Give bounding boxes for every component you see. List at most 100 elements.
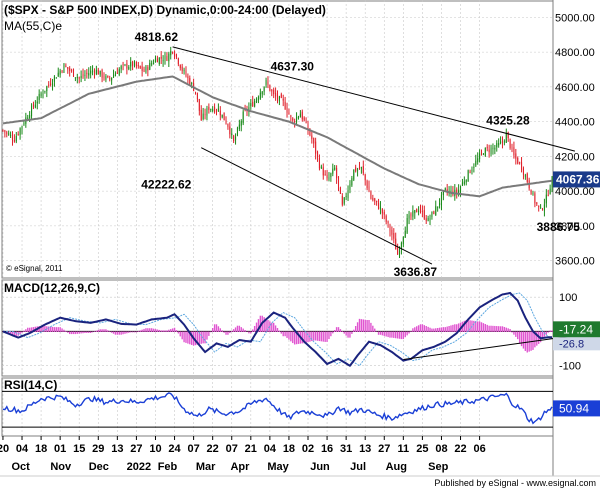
macd-histogram-bar (436, 328, 439, 332)
candle-body (214, 107, 216, 113)
date-tick-label: 13 (111, 443, 123, 455)
macd-histogram-bar (404, 331, 406, 338)
candle-body (170, 51, 172, 56)
candle-body (509, 139, 511, 149)
macd-histogram-bar (156, 329, 159, 332)
candle-body (59, 70, 61, 75)
macd-histogram-bar (476, 321, 479, 332)
candle-body (358, 167, 361, 170)
candle-body (44, 90, 46, 92)
candle-body (534, 193, 536, 204)
macd-histogram-bar (99, 329, 101, 332)
candle-body (63, 64, 65, 73)
price-annotation: 4818.62 (135, 30, 179, 44)
candle-body (61, 71, 63, 73)
candle-body (391, 229, 393, 235)
macd-histogram-bar (93, 331, 96, 332)
macd-histogram-bar (311, 331, 313, 342)
candle-body (427, 217, 429, 221)
date-tick-label: 08 (435, 443, 447, 455)
macd-histogram-bar (536, 331, 538, 346)
macd-histogram-bar (202, 331, 204, 344)
macd-histogram-bar (231, 330, 233, 332)
macd-histogram-bar (345, 331, 347, 336)
candle-body (296, 116, 298, 123)
candle-body (111, 77, 113, 81)
macd-histogram-bar (385, 331, 387, 337)
macd-histogram-bar (219, 328, 222, 332)
candle-body (397, 247, 399, 255)
candle-body (11, 136, 14, 140)
date-tick-label: 29 (92, 443, 104, 455)
candle-body (400, 242, 402, 249)
candle-body (116, 72, 118, 74)
candle-body (351, 178, 353, 186)
macd-histogram-bar (372, 325, 374, 332)
candle-body (109, 78, 111, 80)
candle-body (179, 64, 181, 69)
macd-histogram-bar (337, 327, 340, 332)
macd-histogram-bar (84, 331, 86, 333)
macd-histogram-bar (120, 331, 122, 335)
macd-histogram-bar (263, 317, 265, 332)
candle-body (215, 110, 218, 112)
candle-body (507, 131, 509, 138)
candle-body (355, 167, 357, 172)
candle-body (166, 56, 168, 61)
candle-body (19, 128, 21, 136)
month-label: Mar (196, 461, 216, 473)
macd-histogram-bar (244, 330, 246, 332)
macd-histogram-bar (272, 322, 275, 332)
candle-body (339, 187, 341, 194)
month-label: Jun (310, 461, 330, 473)
candle-body (122, 64, 124, 66)
macd-histogram-bar (406, 331, 408, 336)
macd-histogram-bar (274, 325, 277, 332)
candle-body (92, 70, 94, 72)
macd-histogram-bar (49, 326, 52, 332)
candle-body (526, 173, 528, 182)
macd-histogram-bar (444, 327, 446, 332)
candle-body (185, 70, 187, 76)
candle-body (46, 86, 48, 92)
candle-body (74, 77, 76, 79)
macd-panel[interactable] (2, 280, 575, 376)
month-label: Nov (50, 461, 72, 473)
macd-histogram-bar (486, 324, 488, 332)
candle-body (27, 117, 29, 119)
candle-body (221, 114, 223, 118)
candle-body (189, 78, 191, 85)
macd-histogram-bar (456, 324, 458, 332)
macd-histogram-bar (497, 326, 500, 332)
macd-histogram-bar (288, 331, 290, 340)
candle-body (469, 171, 471, 173)
candle-body (313, 138, 315, 144)
macd-histogram-bar (164, 330, 166, 332)
candle-body (490, 147, 492, 155)
price-tick-label: 4800.00 (555, 47, 595, 59)
candle-body (139, 65, 141, 69)
candle-body (256, 98, 258, 103)
rsi-panel[interactable] (2, 378, 553, 436)
price-panel[interactable]: 4818.62 4637.30 4325.28 42222.62 3636.87 3886… (2, 0, 580, 279)
date-tick-label: 25 (416, 443, 428, 455)
macd-histogram-bar (82, 331, 84, 334)
date-tick-label: 07 (226, 443, 238, 455)
candle-body (242, 111, 244, 124)
candle-body (21, 126, 23, 129)
candle-body (53, 76, 55, 82)
macd-histogram-bar (362, 319, 364, 332)
macd-histogram-bar (131, 331, 134, 333)
macd-histogram-bar (467, 320, 469, 332)
candle-body (330, 173, 332, 178)
macd-histogram-bar (187, 331, 189, 344)
macd-histogram-bar (30, 327, 33, 332)
candle-body (494, 147, 496, 150)
candle-body (414, 210, 416, 214)
candle-body (162, 60, 164, 62)
candle-body (315, 141, 317, 154)
candle-body (78, 77, 80, 79)
candle-body (549, 188, 551, 194)
price-annotation: 3886.75 (537, 220, 581, 234)
macd-histogram-bar (530, 331, 532, 351)
